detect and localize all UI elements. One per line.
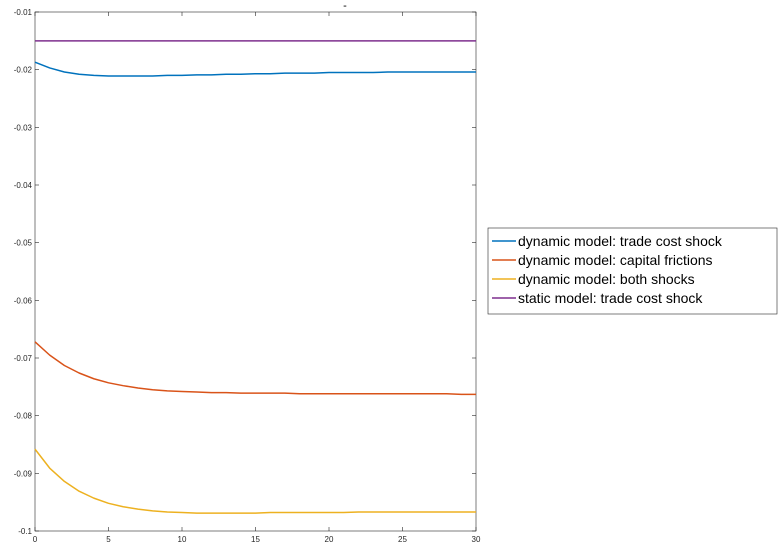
series-line-1: [34, 61, 476, 77]
x-tick-label: 15: [251, 535, 260, 544]
plot-area: -0.01 -0.02 -0.03 -0.04 -0.05 -0.06 -0.07 -0.08…: [14, 8, 481, 544]
y-tick-label: -0.02: [14, 66, 33, 75]
y-tick-label: -0.01: [14, 8, 33, 17]
series-line-3: [34, 448, 476, 514]
x-tick-label: 25: [398, 535, 407, 544]
plot-box: [34, 11, 477, 532]
x-tick-label: 20: [325, 535, 334, 544]
x-tick-label: 30: [472, 535, 481, 544]
legend-label: dynamic model: both shocks: [518, 271, 695, 287]
x-tick-label: 0: [33, 535, 38, 544]
y-tick-label: -0.08: [14, 412, 33, 421]
y-tick-label: -0.03: [14, 123, 33, 132]
legend-label: dynamic model: trade cost shock: [518, 233, 723, 249]
chart-title: -: [343, 0, 347, 12]
series-line-2: [34, 341, 476, 396]
y-tick-label: -0.06: [14, 296, 33, 305]
x-tick-label: 10: [178, 535, 187, 544]
y-tick-label: -0.04: [14, 181, 33, 190]
legend-label: static model: trade cost shock: [518, 290, 703, 306]
y-tick-label: -0.05: [14, 239, 33, 248]
legend: dynamic model: trade cost shock dynamic m…: [487, 227, 778, 315]
legend-box: [487, 227, 778, 315]
legend-label: dynamic model: capital frictions: [518, 252, 713, 268]
y-tick-label: -0.1: [18, 527, 32, 536]
y-tick-label: -0.07: [14, 354, 33, 363]
x-tick-label: 5: [106, 535, 111, 544]
y-tick-label: -0.09: [14, 469, 33, 478]
